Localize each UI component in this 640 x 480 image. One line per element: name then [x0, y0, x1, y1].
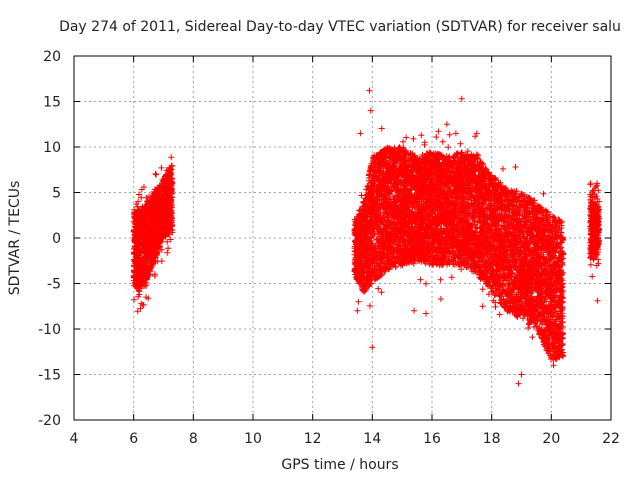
- data-points: [130, 87, 603, 387]
- chart-title: Day 274 of 2011, Sidereal Day-to-day VTE…: [59, 19, 621, 35]
